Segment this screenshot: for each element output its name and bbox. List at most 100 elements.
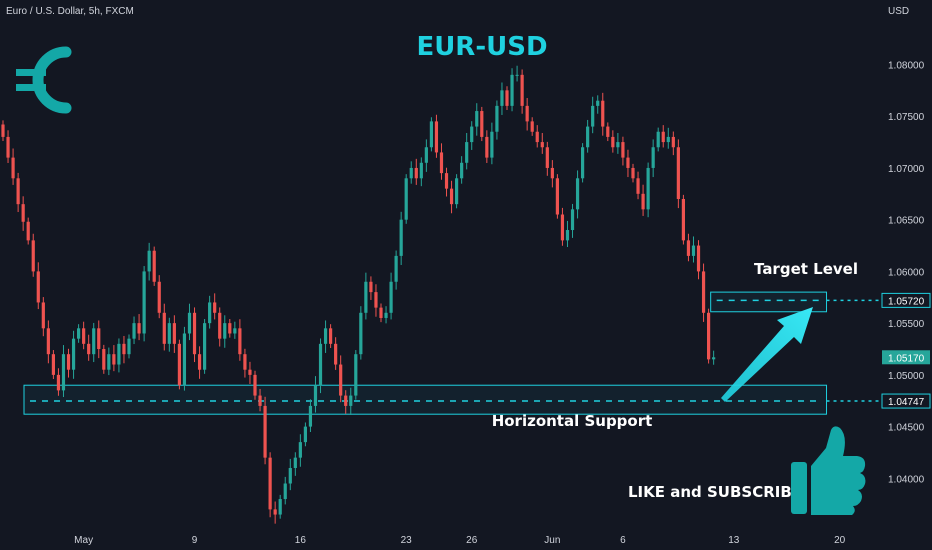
candle-body — [510, 74, 514, 106]
candle-body — [213, 302, 217, 313]
candle-body — [21, 204, 25, 222]
candle-body — [223, 323, 227, 339]
candle-body — [575, 178, 580, 210]
candle-body — [530, 121, 534, 132]
candle-body — [434, 121, 439, 153]
support-zone-box — [23, 384, 828, 415]
candle-body — [203, 323, 207, 370]
candle-body — [137, 323, 141, 334]
x-tick-label: 9 — [192, 535, 198, 546]
y-tick-label: 1.07500 — [888, 112, 925, 123]
candle-body — [218, 312, 222, 339]
candle-body — [36, 271, 40, 303]
candle-body — [339, 364, 343, 396]
candle-body — [258, 395, 262, 406]
candle-body — [228, 323, 232, 334]
candle-body — [283, 483, 287, 500]
candle-body — [238, 328, 242, 355]
candle-body — [414, 167, 418, 179]
candle-body — [253, 374, 257, 396]
candle-body — [439, 152, 444, 174]
svg-text:1.04747: 1.04747 — [888, 397, 925, 408]
thumbs-up-icon[interactable] — [791, 426, 866, 515]
candle-body — [470, 126, 474, 143]
candle-body — [651, 147, 655, 168]
candle-body — [712, 357, 716, 360]
candle-body — [318, 343, 323, 386]
candle-body — [82, 328, 86, 344]
candle-body — [460, 162, 464, 179]
candle-body — [298, 442, 302, 458]
candle-body — [127, 338, 131, 355]
candle-body — [676, 147, 680, 199]
candle-body — [550, 167, 554, 179]
candle-body — [535, 131, 539, 143]
candle-body — [656, 131, 660, 148]
candle-body — [308, 405, 313, 427]
y-tick-label: 1.06500 — [888, 216, 925, 227]
candle-body — [596, 100, 600, 106]
candle-body — [87, 343, 91, 355]
candle-body — [616, 142, 620, 148]
y-axis: 1.08000 1.07500 1.07000 1.06500 1.06000 1.055… — [888, 60, 925, 485]
candle-body — [182, 333, 187, 386]
x-tick-label: 23 — [401, 535, 413, 546]
y-tick-label: 1.04500 — [888, 423, 925, 434]
x-tick-label: 16 — [295, 535, 307, 546]
candle-body — [354, 354, 358, 396]
arrow-up-right-icon — [721, 307, 813, 402]
candle-body — [167, 323, 171, 344]
candle-body — [97, 328, 101, 350]
candle-body — [61, 354, 66, 391]
candle-body — [177, 343, 181, 386]
candle-body — [147, 250, 151, 272]
y-tick-label: 1.07000 — [888, 164, 925, 175]
symbol-label: Euro / U.S. Dollar, 5h, FXCM — [6, 6, 134, 17]
candle-body — [77, 328, 81, 339]
candle-body — [591, 105, 595, 127]
candle-body — [122, 343, 126, 355]
candle-body — [303, 426, 307, 443]
horizontal-support-label: Horizontal Support — [492, 412, 653, 430]
svg-text:1.05720: 1.05720 — [888, 296, 925, 307]
candle-body — [621, 142, 625, 158]
candle-body — [334, 343, 338, 365]
candle-body — [555, 178, 559, 215]
candle-body — [329, 328, 333, 344]
candle-body — [117, 343, 121, 365]
candle-body — [187, 312, 192, 334]
candle-body — [560, 214, 565, 241]
candle-body — [686, 240, 691, 256]
candle-body — [681, 198, 685, 241]
candle-body — [490, 131, 494, 158]
candle-body — [46, 328, 50, 355]
y-tick-label: 1.08000 — [888, 60, 925, 71]
candle-body — [192, 312, 197, 355]
x-tick-label: 13 — [728, 535, 740, 546]
candle-body — [394, 255, 398, 282]
candle-body — [409, 167, 413, 179]
candle-body — [157, 281, 161, 313]
candle-body — [233, 328, 237, 334]
candle-body — [707, 312, 711, 360]
candle-body — [152, 250, 156, 282]
last-price-tag: 1.05170 — [882, 350, 930, 365]
candle-body — [419, 162, 423, 179]
candle-body — [1, 124, 5, 137]
candle-body — [540, 142, 544, 148]
target-level-label: Target Level — [754, 260, 858, 278]
x-tick-label: 6 — [620, 535, 626, 546]
candle-body — [142, 271, 146, 334]
x-axis: May 9 16 23 26 Jun 6 13 20 — [74, 535, 845, 546]
candle-body — [631, 167, 635, 179]
target-zone-box — [710, 291, 828, 313]
candle-body — [545, 147, 549, 168]
y-tick-label: 1.04000 — [888, 474, 925, 485]
candle-body — [661, 131, 665, 143]
candle-body — [6, 136, 10, 158]
candle-body — [66, 354, 71, 370]
candle-body — [505, 90, 509, 106]
candle-body — [172, 323, 176, 344]
x-tick-label: 20 — [834, 535, 846, 546]
candle-body — [26, 221, 30, 241]
